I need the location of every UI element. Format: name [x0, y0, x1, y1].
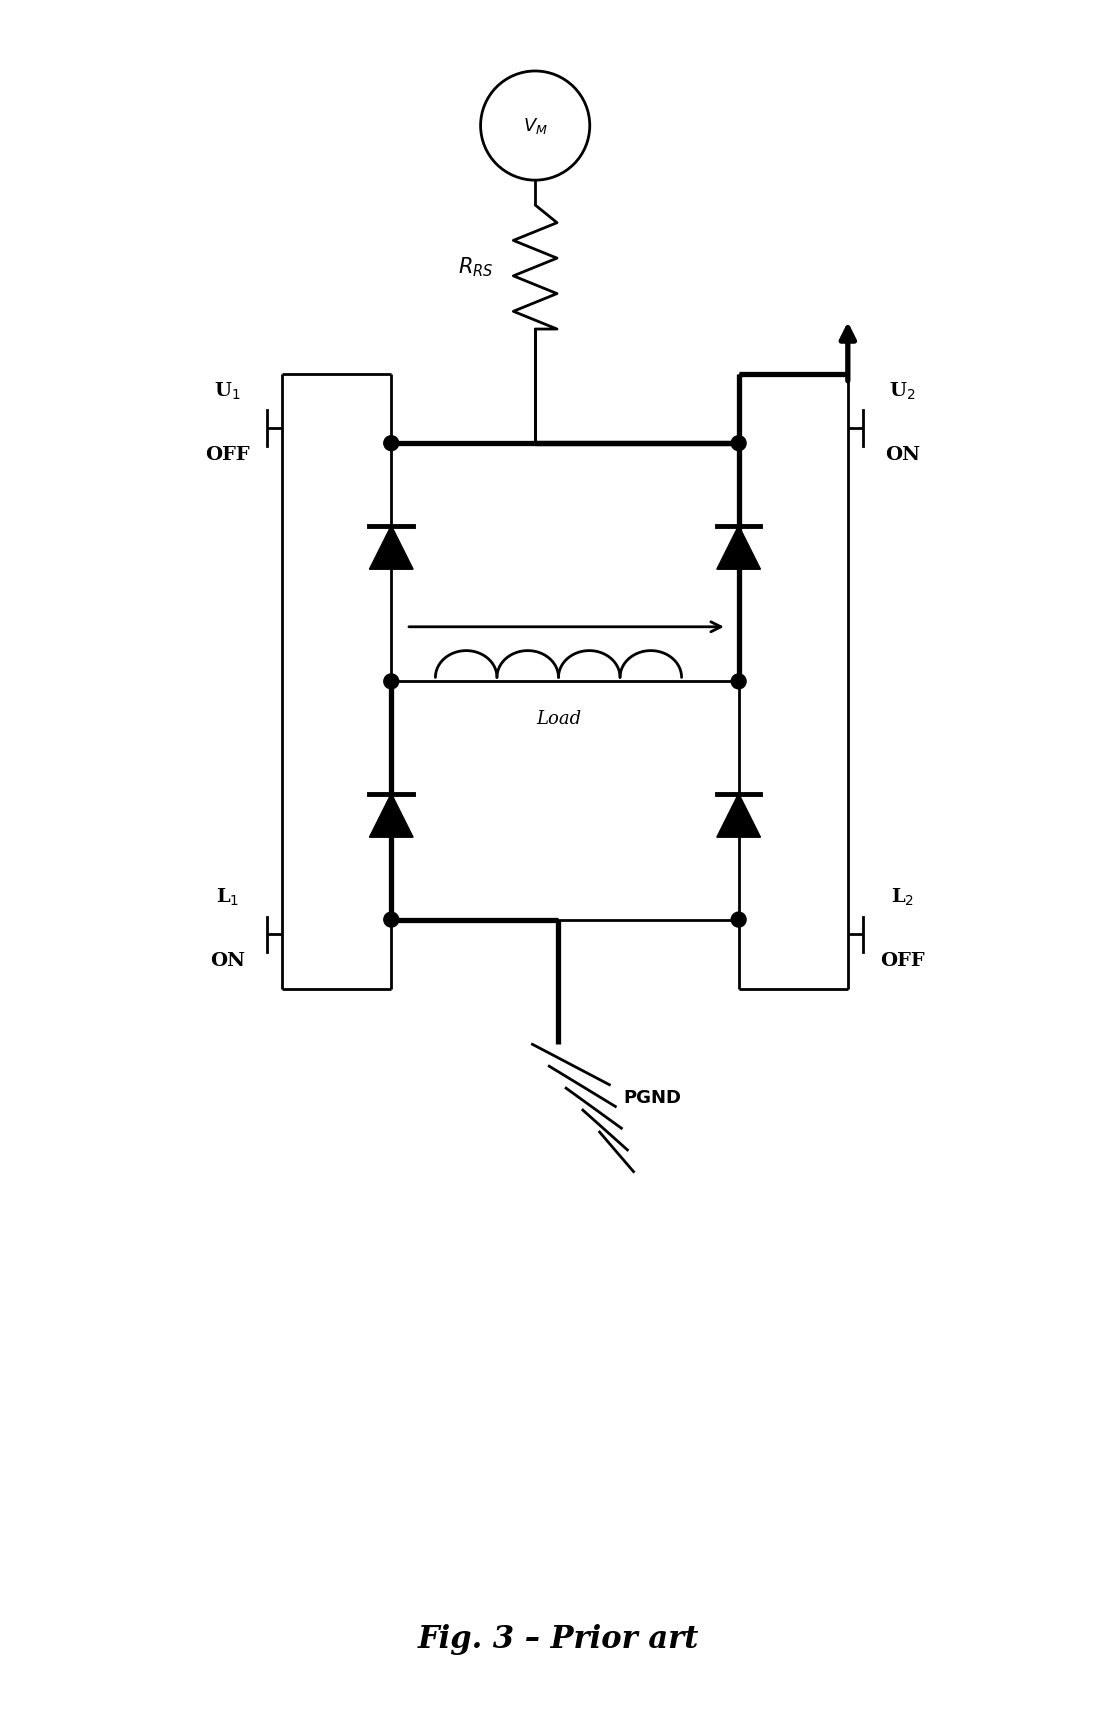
Polygon shape	[717, 794, 761, 837]
Polygon shape	[370, 526, 413, 569]
Circle shape	[732, 675, 746, 689]
Text: $R_{RS}$: $R_{RS}$	[458, 256, 494, 279]
Text: Fig. 3 – Prior art: Fig. 3 – Prior art	[418, 1624, 699, 1654]
Text: L$_2$: L$_2$	[891, 887, 914, 908]
Text: Load: Load	[536, 709, 581, 728]
Text: ON: ON	[210, 952, 245, 971]
Polygon shape	[370, 794, 413, 837]
Circle shape	[384, 675, 399, 689]
Circle shape	[732, 436, 746, 450]
Circle shape	[384, 912, 399, 927]
Text: OFF: OFF	[206, 446, 250, 464]
Text: U$_1$: U$_1$	[214, 381, 241, 401]
Text: PGND: PGND	[623, 1090, 681, 1107]
Circle shape	[732, 912, 746, 927]
Text: $V_M$: $V_M$	[523, 116, 547, 135]
Polygon shape	[717, 526, 761, 569]
Text: ON: ON	[885, 446, 920, 464]
Text: OFF: OFF	[880, 952, 925, 971]
Text: U$_2$: U$_2$	[889, 381, 916, 401]
Text: L$_1$: L$_1$	[216, 887, 239, 908]
Circle shape	[384, 436, 399, 450]
